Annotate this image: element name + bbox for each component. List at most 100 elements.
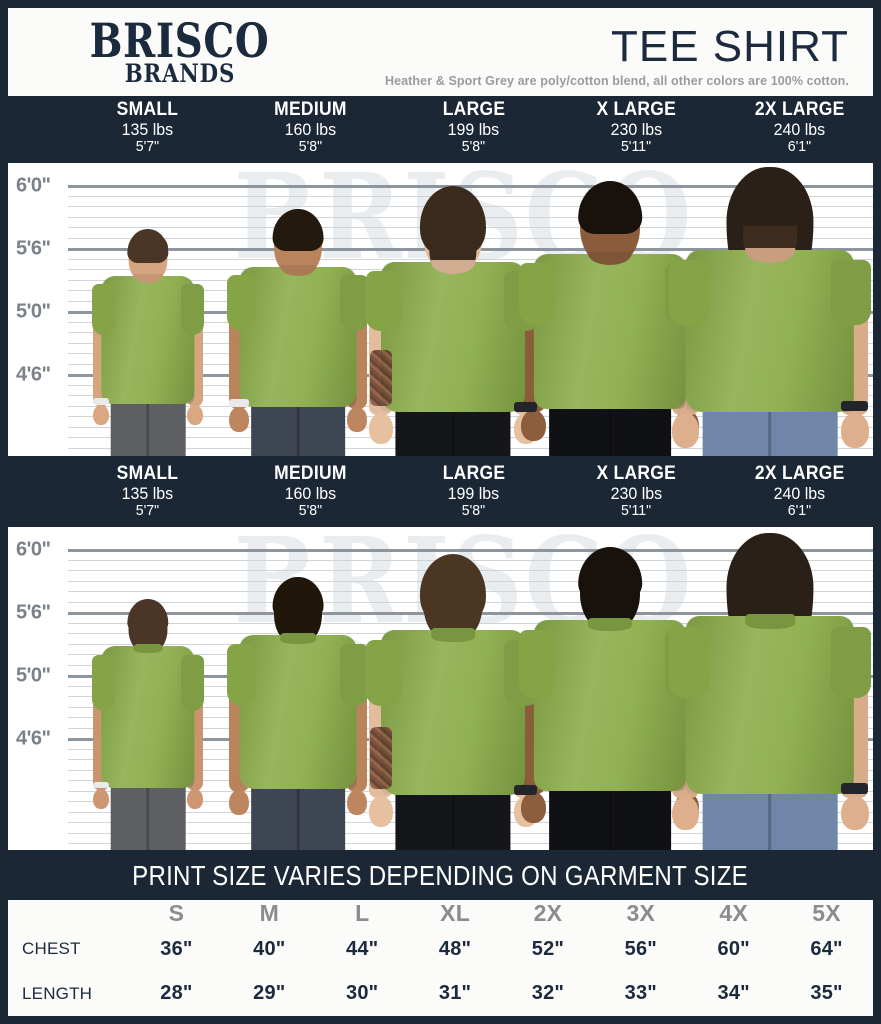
model-leg-split [768,390,772,456]
size-weight: 240 lbs [773,120,826,139]
model-hand [229,407,250,433]
model-collar [587,617,633,632]
size-height: 5'8" [298,502,323,519]
model-leg-split [608,769,612,850]
size-height: 5'7" [135,502,160,519]
size-height: 6'1" [787,138,812,155]
table-size-header-5x: 5X [812,900,841,926]
size-weight: 160 lbs [284,484,337,503]
model-sleeve [181,283,205,336]
top-size-column-small: SMALL 135 lbs 5'7" [66,96,229,158]
model-tshirt [239,635,357,790]
size-height: 6'1" [787,502,812,519]
size-band-middle: SMALL 135 lbs 5'7" MEDIUM 160 lbs 5'8" LARGE 19… [0,460,881,522]
brisco-brands-logo: BRISCO BRANDS [30,18,330,88]
model-sleeve [227,275,257,332]
table-cell-chest-4x: 60" [717,937,750,960]
model-leg-split [768,771,772,850]
size-name: SMALL [116,99,179,120]
back-ruler-label-3: 4'6" [16,727,51,750]
model-sleeve [518,262,555,326]
model-hand [368,413,393,444]
table-size-header-l: L [355,900,370,926]
model-wristwatch [93,398,109,405]
size-weight: 230 lbs [610,484,663,503]
model-hair [578,547,642,600]
table-cell-chest-2x: 52" [531,937,565,960]
model-hand [347,790,367,816]
model-figure-medium-back [202,577,394,850]
tshirt-shading [381,630,525,795]
size-height: 5'8" [298,138,323,155]
model-hair [419,554,487,623]
front-ruler-label-3: 4'6" [16,363,51,386]
model-sleeve [339,275,369,332]
top-size-column-x-large: X LARGE 230 lbs 5'11" [555,96,718,158]
model-hair-fringe [128,231,168,252]
model-figure-large-front [335,186,571,456]
model-figure-2xlarge-front [636,167,873,456]
model-tshirt [239,267,357,407]
table-size-header-xl: XL [440,900,470,926]
model-collar [280,633,316,644]
top-size-column-2x-large: 2X LARGE 240 lbs 6'1" [718,96,881,158]
model-hand [187,404,204,426]
model-sleeve [830,259,872,325]
size-name: LARGE [442,99,505,120]
model-leg-split [146,772,150,850]
table-cell-chest-xl: 48" [438,937,472,960]
table-size-header-s: S [168,900,185,926]
model-sleeve [366,271,402,332]
back-ruler-label-1: 5'6" [16,601,51,624]
top-size-column-large: LARGE 199 lbs 5'8" [392,96,555,158]
model-sleeve [518,629,555,699]
model-collar [431,628,475,642]
model-collar [133,644,163,654]
table-cell-chest-m: 40" [253,937,286,960]
table-cell-chest-3x: 56" [624,937,657,960]
table-header-row: S M L XL 2X 3X 4X 5X [8,900,873,927]
table-row-label-length: LENGTH [22,983,93,1003]
table-cell-length-3x: 33" [624,982,657,1005]
model-sleeve [668,259,710,325]
size-name: SMALL [116,463,179,484]
model-figure-xlarge-front [490,181,730,456]
tshirt-shading [101,276,195,405]
tshirt-shading [685,250,855,413]
tshirt-shading [239,635,357,790]
size-name: 2X LARGE [754,463,845,484]
table-cell-length-5x: 35" [810,982,843,1005]
back-ruler-label-0: 6'0" [16,538,51,561]
model-hand [187,788,204,810]
model-hand [521,792,546,824]
size-name: 2X LARGE [754,99,845,120]
size-height: 5'8" [461,502,486,519]
model-tshirt [533,619,687,791]
model-hair [127,599,169,634]
back-ruler-label-2: 5'0" [16,664,51,687]
model-leg-split [451,392,455,456]
size-name: X LARGE [596,99,677,120]
model-tshirt [685,616,855,794]
middle-size-column-x-large: X LARGE 230 lbs 5'11" [555,460,718,522]
model-sleeve [227,644,257,706]
size-weight: 199 lbs [447,484,500,503]
middle-size-column-small: SMALL 135 lbs 5'7" [66,460,229,522]
print-size-banner-text: PRINT SIZE VARIES DEPENDING ON GARMENT S… [132,860,749,891]
measurement-table-panel: S M L XL 2X 3X 4X 5X CHEST 36" 40" 44" 48" 52" 56" 60"… [8,900,873,1016]
tshirt-shading [381,262,525,413]
model-hand [521,410,546,442]
table-cell-chest-s: 36" [160,937,193,960]
tshirt-shading [533,253,687,409]
model-hand [93,404,110,426]
measurement-table: S M L XL 2X 3X 4X 5X CHEST 36" 40" 44" 48" 52" 56" 60"… [8,900,873,1016]
model-figure-small-back [70,599,226,850]
model-collar [745,614,795,630]
table-row: CHEST 36" 40" 44" 48" 52" 56" 60" 64" [8,927,873,972]
size-name: X LARGE [596,463,677,484]
model-tattoo [369,350,392,407]
table-size-header-2x: 2X [533,900,563,926]
size-band-top: SMALL 135 lbs 5'7" MEDIUM 160 lbs 5'8" LARGE 19… [0,96,881,158]
middle-size-column-large: LARGE 199 lbs 5'8" [392,460,555,522]
